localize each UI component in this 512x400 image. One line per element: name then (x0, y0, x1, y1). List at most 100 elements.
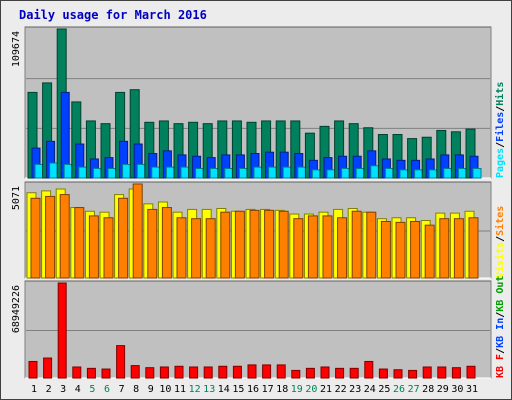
bar-kbytes-day-18 (276, 364, 286, 379)
bar-pages-day-23 (355, 167, 365, 179)
bar-kbytes-day-24 (364, 360, 374, 379)
x-tick-label-day-16: 16 (247, 384, 259, 395)
bar-kbytes-day-21 (320, 366, 330, 379)
x-tick-label-day-10: 10 (159, 384, 171, 395)
bar-pages-day-13 (209, 167, 219, 179)
bar-sites-day-19 (293, 218, 304, 279)
bar-sites-day-16 (249, 209, 260, 279)
bar-pages-day-1 (34, 163, 44, 179)
x-tick-label-day-6: 6 (104, 384, 110, 395)
x-tick-label-day-1: 1 (31, 384, 37, 395)
bar-sites-day-27 (410, 220, 421, 279)
legend-item: Pages (495, 148, 506, 178)
bar-pages-day-10 (165, 166, 175, 179)
bar-kbytes-day-5 (86, 367, 96, 379)
x-tick-label-day-20: 20 (305, 384, 317, 395)
x-tick-label-day-8: 8 (133, 384, 139, 395)
bar-sites-day-31 (468, 217, 479, 279)
bar-sites-day-18 (278, 210, 289, 279)
x-tick-label-day-15: 15 (232, 384, 244, 395)
bar-sites-day-14 (220, 211, 231, 279)
bar-sites-day-28 (424, 224, 435, 279)
bar-kbytes-day-29 (437, 366, 447, 379)
legend-item: / (495, 106, 506, 112)
bar-kbytes-day-20 (305, 367, 315, 379)
bar-kbytes-day-31 (466, 365, 476, 379)
bar-kbytes-day-6 (101, 368, 111, 379)
x-tick-label-day-22: 22 (335, 384, 347, 395)
x-tick-label-day-12: 12 (189, 384, 201, 395)
bar-kbytes-day-11 (174, 365, 184, 379)
bar-kbytes-day-1 (28, 360, 38, 379)
bar-sites-day-23 (351, 210, 362, 279)
bar-sites-day-29 (439, 218, 450, 279)
bar-pages-day-7 (122, 163, 132, 179)
bar-sites-day-4 (74, 207, 85, 279)
bar-pages-day-26 (399, 169, 409, 179)
x-tick-label-day-3: 3 (60, 384, 66, 395)
right-legend-label: Pages/Files/Hits (494, 82, 506, 178)
x-tick-label-day-28: 28 (422, 384, 434, 395)
bar-pages-day-24 (370, 165, 380, 179)
bar-sites-day-9 (147, 208, 158, 279)
bar-pages-day-22 (341, 167, 351, 179)
x-tick-label-day-31: 31 (466, 384, 478, 395)
bar-pages-day-25 (384, 167, 394, 179)
bar-kbytes-day-13 (203, 366, 213, 379)
bar-pages-day-18 (282, 166, 292, 179)
bar-sites-day-26 (395, 221, 406, 279)
bar-sites-day-17 (264, 209, 275, 279)
legend-item: KB In (495, 318, 506, 348)
bar-sites-day-30 (453, 218, 464, 279)
bar-kbytes-day-27 (408, 369, 418, 379)
legend-item: KB F (495, 354, 506, 378)
bar-sites-day-24 (366, 211, 377, 279)
bar-pages-day-5 (92, 167, 102, 179)
bar-sites-day-11 (176, 217, 187, 279)
x-tick-label-day-27: 27 (408, 384, 420, 395)
bar-pages-day-2 (49, 162, 59, 179)
bar-sites-day-15 (234, 210, 245, 279)
bar-kbytes-day-26 (393, 369, 403, 379)
bar-pages-day-21 (326, 169, 336, 179)
x-tick-label-day-24: 24 (364, 384, 376, 395)
x-tick-label-day-9: 9 (148, 384, 154, 395)
bar-kbytes-day-4 (72, 366, 82, 379)
bar-kbytes-day-7 (116, 345, 126, 379)
bar-sites-day-2 (45, 195, 56, 279)
x-tick-label-day-29: 29 (437, 384, 449, 395)
legend-item: / (495, 236, 506, 242)
x-tick-label-day-18: 18 (276, 384, 288, 395)
bar-sites-day-25 (380, 220, 391, 279)
legend-item: Files (494, 112, 506, 142)
bar-kbytes-day-8 (130, 365, 140, 379)
y-axis-max-label: 109674 (11, 31, 22, 67)
legend-item: Hits (494, 82, 506, 106)
chart-title: Daily usage for March 2016 (19, 8, 207, 22)
bar-pages-day-30 (457, 167, 467, 179)
bar-sites-day-6 (103, 217, 114, 279)
legend-item: / (495, 312, 506, 318)
bar-kbytes-day-12 (189, 366, 199, 379)
bar-kbytes-day-9 (145, 367, 155, 379)
plot-panel-3 (24, 280, 492, 379)
bar-sites-day-12 (191, 218, 202, 279)
bar-kbytes-day-28 (422, 366, 432, 379)
bar-kbytes-day-19 (291, 369, 301, 379)
bar-kbytes-day-14 (218, 365, 228, 379)
bar-kbytes-day-10 (159, 366, 169, 379)
bar-kbytes-day-16 (247, 364, 257, 379)
bar-kbytes-day-2 (43, 357, 53, 379)
bar-pages-day-3 (63, 163, 73, 179)
y-axis-max-label: 68949226 (11, 285, 22, 333)
legend-item: / (495, 348, 506, 354)
bar-sites-day-10 (161, 207, 172, 279)
x-tick-label-day-7: 7 (119, 384, 125, 395)
x-tick-label-day-17: 17 (262, 384, 274, 395)
x-tick-label-day-23: 23 (349, 384, 361, 395)
bar-pages-day-12 (195, 167, 205, 179)
bar-sites-day-1 (30, 197, 41, 279)
bar-pages-day-20 (311, 169, 321, 179)
bar-pages-day-9 (151, 166, 161, 179)
x-tick-label-day-21: 21 (320, 384, 332, 395)
